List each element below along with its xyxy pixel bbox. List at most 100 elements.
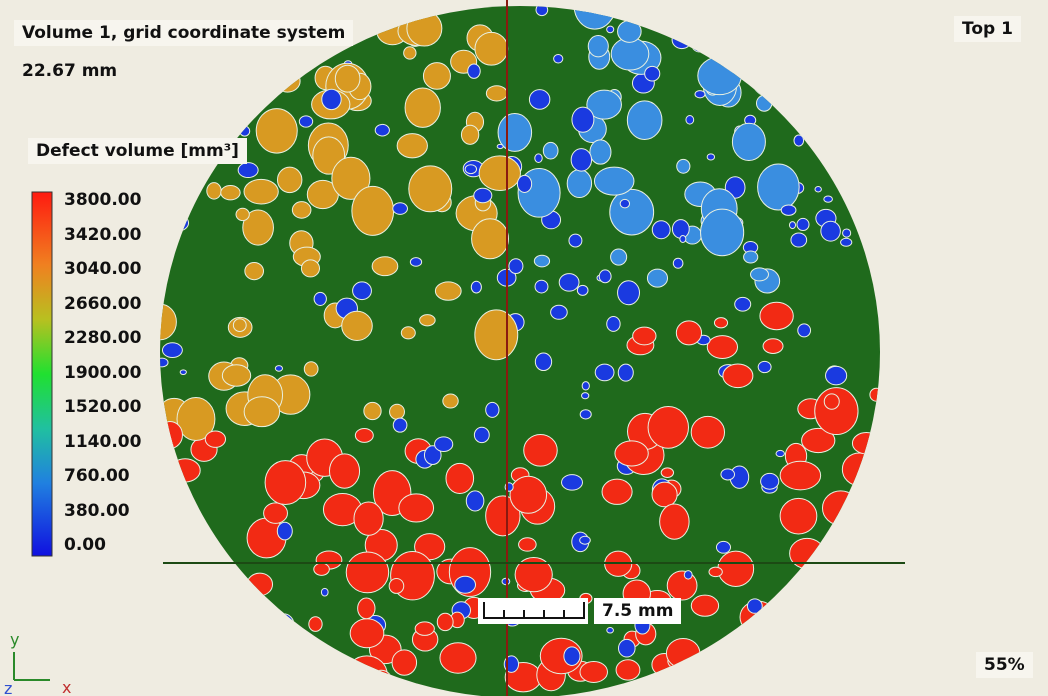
defect [180, 99, 210, 125]
defect [345, 655, 388, 694]
defect [759, 301, 794, 331]
legend-label: 3420.00 [64, 224, 142, 245]
defect [708, 566, 723, 578]
defect [815, 118, 831, 133]
defect [850, 570, 867, 585]
defect [313, 562, 330, 576]
axis-y: y [10, 630, 19, 649]
defect [352, 281, 372, 301]
defect [820, 220, 841, 242]
defect [303, 361, 319, 377]
defect [700, 208, 745, 257]
defect [533, 254, 551, 268]
defect [485, 85, 508, 102]
defect [179, 369, 187, 376]
defect [235, 207, 250, 222]
defect [796, 217, 810, 232]
defect [185, 651, 193, 658]
defect [442, 393, 459, 409]
defect [722, 363, 754, 389]
defect [821, 490, 860, 526]
defect [534, 153, 543, 163]
defect [799, 567, 836, 604]
defect [169, 458, 201, 483]
defect [581, 381, 590, 391]
defect [242, 209, 274, 246]
defect [321, 88, 342, 111]
defect [790, 232, 808, 248]
defect [601, 478, 633, 505]
defect [647, 406, 689, 449]
defect [855, 159, 879, 184]
defect [408, 165, 453, 213]
defect [733, 677, 757, 696]
defect [854, 567, 879, 594]
defect [214, 579, 238, 607]
legend-label: 1520.00 [64, 397, 142, 417]
defect [209, 64, 237, 95]
defect [706, 335, 739, 359]
defect [354, 427, 374, 443]
defect [176, 396, 216, 441]
defect [706, 153, 716, 161]
defect [523, 433, 558, 467]
legend-label: 3800.00 [64, 190, 142, 210]
defect [485, 401, 500, 418]
defect [258, 6, 273, 19]
defect [193, 585, 233, 614]
defect [697, 56, 742, 96]
defect [160, 658, 178, 678]
defect [168, 214, 190, 232]
defect [460, 124, 480, 145]
defect [671, 30, 693, 50]
defect [246, 572, 274, 597]
scale-bar-bg [478, 598, 588, 624]
defect [160, 357, 169, 368]
defect [843, 528, 880, 576]
defect [779, 460, 822, 491]
defect [221, 364, 252, 387]
legend-label: 760.00 [64, 466, 130, 486]
legend-label: 1140.00 [64, 431, 142, 452]
defect [691, 36, 708, 53]
defect [757, 163, 800, 211]
defect [180, 601, 196, 615]
defect [227, 54, 248, 73]
defect [160, 7, 169, 17]
defect [845, 607, 867, 624]
defect [178, 633, 191, 643]
defect [683, 570, 693, 580]
defect [862, 56, 880, 74]
defect [542, 141, 559, 160]
defect [743, 628, 761, 645]
defect [715, 540, 732, 554]
defect [400, 326, 416, 340]
defect [351, 185, 395, 236]
defect [851, 432, 880, 455]
defect [626, 100, 663, 140]
defect [396, 133, 428, 159]
defect [579, 409, 592, 420]
defect [859, 147, 877, 167]
defect [509, 475, 548, 514]
defect [651, 220, 671, 240]
defect [825, 365, 848, 386]
defect [755, 94, 773, 112]
defect [614, 440, 649, 467]
defect [439, 642, 477, 674]
colorbar [31, 191, 53, 557]
defect [672, 257, 684, 269]
defect [854, 538, 880, 559]
defect [363, 401, 382, 421]
defect [568, 233, 583, 248]
defect [779, 497, 818, 535]
defect [749, 47, 773, 66]
defect [743, 250, 759, 264]
defect [467, 63, 481, 79]
defect [619, 198, 631, 209]
defect [528, 89, 551, 110]
defect [805, 30, 848, 79]
defect [414, 621, 435, 636]
defect [263, 502, 288, 524]
defect [573, 6, 616, 30]
